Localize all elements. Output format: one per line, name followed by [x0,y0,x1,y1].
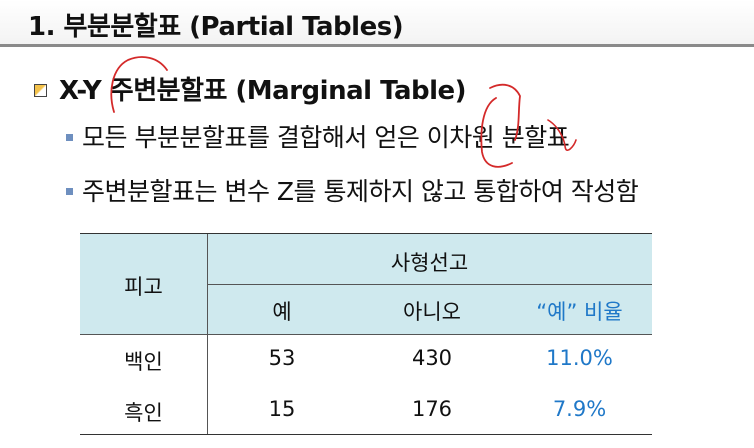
table-cell-no: 430 [411,346,453,370]
table-cell-yes: 53 [268,346,296,370]
table-cell-no: 176 [411,397,453,421]
sub-bullet-2: 주변분할표는 변수 Z를 통제하지 않고 통합하여 작성함 [66,172,639,208]
annotation-stroke [489,83,521,141]
square-bullet-icon [34,83,47,97]
sub-bullet-2-text: 주변분할표는 변수 Z를 통제하지 않고 통합하여 작성함 [82,177,639,206]
sub-bullet-1: 모든 부분분할표를 결합해서 얻은 이차원 분할표 [66,118,570,154]
table-divider-subheader [207,284,652,285]
dot-bullet-icon [66,188,73,195]
column-header-yes: 예 [272,300,292,324]
title-bar: 1. 부분분할표 (Partial Tables) [0,0,754,47]
table-divider-header [80,334,652,335]
dot-bullet-icon [66,134,73,141]
main-bullet-text: X-Y 주변분할표 (Marginal Table) [59,76,467,106]
annotation-stroke [480,97,513,168]
table-cell-ratio: 7.9% [552,397,607,421]
sub-bullet-1-text: 모든 부분분할표를 결합해서 얻은 이차원 분할표 [82,123,570,152]
row-header-cell: 피고 [124,275,163,299]
table-row-label: 백인 [124,350,163,374]
table-cell-ratio: 11.0% [546,346,613,370]
column-header-ratio: “예” 비율 [536,300,623,324]
slide-title: 1. 부분분할표 (Partial Tables) [28,12,404,42]
annotation-stroke [547,119,577,151]
column-header-no: 아니오 [403,300,461,324]
annotation-stroke [110,56,168,113]
marginal-table: 피고 사형선고 예 아니오 “예” 비율 백인 53 430 11.0% 흑인 … [80,233,652,435]
group-header-cell: 사형선고 [390,251,469,275]
table-row-label: 흑인 [124,401,163,425]
main-bullet: X-Y 주변분할표 (Marginal Table) [34,70,467,107]
table-cell-yes: 15 [268,397,296,421]
